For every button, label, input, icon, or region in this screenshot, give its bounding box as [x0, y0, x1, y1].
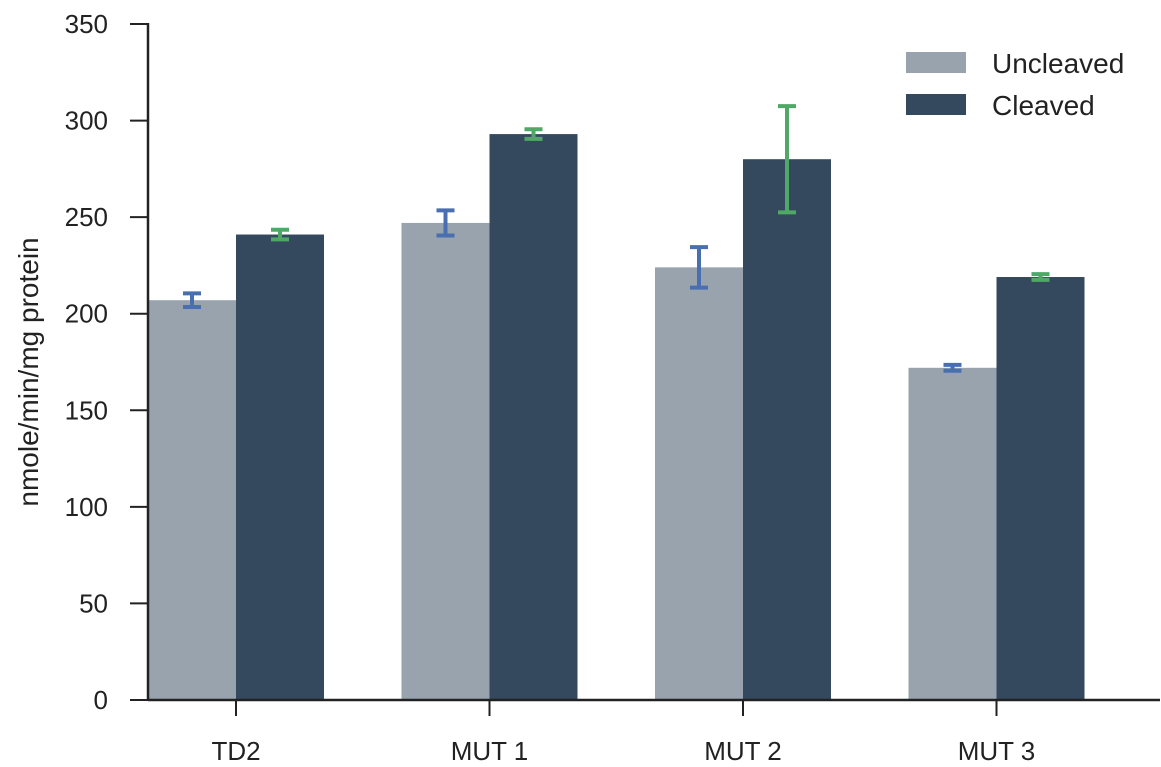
error-bar	[436, 208, 455, 238]
bar-uncleaved-mut-2	[655, 267, 743, 700]
y-tick-label: 200	[65, 299, 108, 329]
y-tick-label: 350	[65, 9, 108, 39]
error-bar	[1031, 272, 1050, 282]
error-bar	[943, 362, 962, 373]
y-tick-label: 50	[79, 588, 108, 618]
legend: Uncleaved Cleaved	[906, 48, 1124, 121]
x-axis-ticks: TD2 MUT 1 MUT 2 MUT 3	[211, 700, 1035, 766]
bar-uncleaved-td2	[148, 300, 236, 700]
error-bar	[778, 104, 796, 215]
x-tick-label: TD2	[211, 736, 260, 766]
bar-cleaved-mut-3	[996, 277, 1085, 700]
y-tick-label: 300	[65, 106, 108, 136]
y-tick-label: 0	[94, 685, 108, 715]
bar-cleaved-mut-2	[743, 159, 831, 700]
x-tick-label: MUT 1	[451, 736, 529, 766]
y-axis-ticks: 0 50 100 150 200 250 300 350	[65, 9, 148, 715]
bars	[148, 134, 1085, 701]
legend-label-cleaved: Cleaved	[992, 90, 1095, 121]
legend-swatch-uncleaved	[906, 52, 966, 73]
x-tick-label: MUT 2	[704, 736, 782, 766]
bar-uncleaved-mut-3	[908, 367, 997, 700]
y-axis-title: nmole/min/mg protein	[13, 237, 44, 506]
legend-label-uncleaved: Uncleaved	[992, 48, 1124, 79]
y-tick-label: 100	[65, 492, 108, 522]
y-tick-label: 250	[65, 202, 108, 232]
error-bar	[271, 227, 289, 242]
error-bar	[690, 245, 708, 290]
error-bars	[183, 104, 1050, 373]
x-tick-label: MUT 3	[958, 736, 1036, 766]
bar-cleaved-td2	[236, 234, 324, 701]
bar-uncleaved-mut-1	[401, 222, 490, 701]
error-bar	[183, 291, 201, 309]
y-tick-label: 150	[65, 395, 108, 425]
legend-swatch-cleaved	[906, 94, 966, 115]
error-bar	[524, 127, 543, 141]
bar-cleaved-mut-1	[489, 134, 578, 700]
